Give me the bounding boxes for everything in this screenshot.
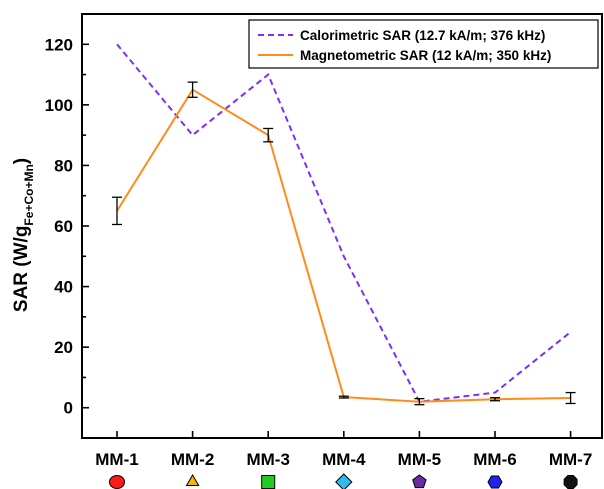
y-axis-title-main: SAR (W/g: [11, 226, 32, 313]
x-tick-label: MM-7: [549, 450, 592, 469]
series-line-calorimetric: [116, 43, 572, 403]
category-marker-hexagon: [487, 475, 503, 489]
category-marker-triangle: [185, 473, 200, 486]
x-tick-label: MM-5: [398, 450, 441, 469]
x-tick-label: MM-2: [171, 450, 214, 469]
y-tick-label: 80: [54, 156, 73, 175]
x-tick-label: MM-4: [322, 450, 366, 469]
axes: 0 20 40 60 80 100 120 MM-1 MM-2 MM-3 MM-4 MM-5 MM-6 M…: [45, 13, 603, 489]
y-tick-label: 40: [54, 278, 73, 297]
y-tick-label: 100: [45, 96, 73, 115]
y-tick-label: 0: [64, 399, 73, 418]
category-marker-octagon: [563, 475, 578, 489]
y-tick-label: 20: [54, 338, 73, 357]
y-tick-label: 120: [45, 35, 73, 54]
legend: Calorimetric SAR (12.7 kA/m; 376 kHz) Mag…: [248, 19, 599, 69]
category-marker-pentagon: [412, 474, 427, 489]
y-axis-title-close: ): [11, 158, 32, 164]
category-marker-circle: [109, 475, 125, 489]
y-axis-title: SAR (W/gFe+Co+Mn): [11, 158, 36, 312]
category-marker-diamond: [335, 473, 353, 489]
legend-label: Calorimetric SAR (12.7 kA/m; 376 kHz): [300, 28, 545, 43]
legend-label: Magnetometric SAR (12 kA/m; 350 kHz): [300, 48, 551, 63]
series-line-magnetometric: [116, 88, 571, 403]
y-tick-label: 60: [54, 217, 73, 236]
x-tick-label: MM-1: [95, 450, 138, 469]
legend-box: [248, 19, 599, 69]
plot-frame: [81, 13, 603, 439]
series-layer: [112, 43, 576, 406]
y-axis-title-subscript: Fe+Co+Mn: [22, 164, 36, 225]
x-tick-label: MM-6: [473, 450, 516, 469]
category-marker-square: [261, 475, 276, 489]
x-tick-label: MM-3: [246, 450, 289, 469]
